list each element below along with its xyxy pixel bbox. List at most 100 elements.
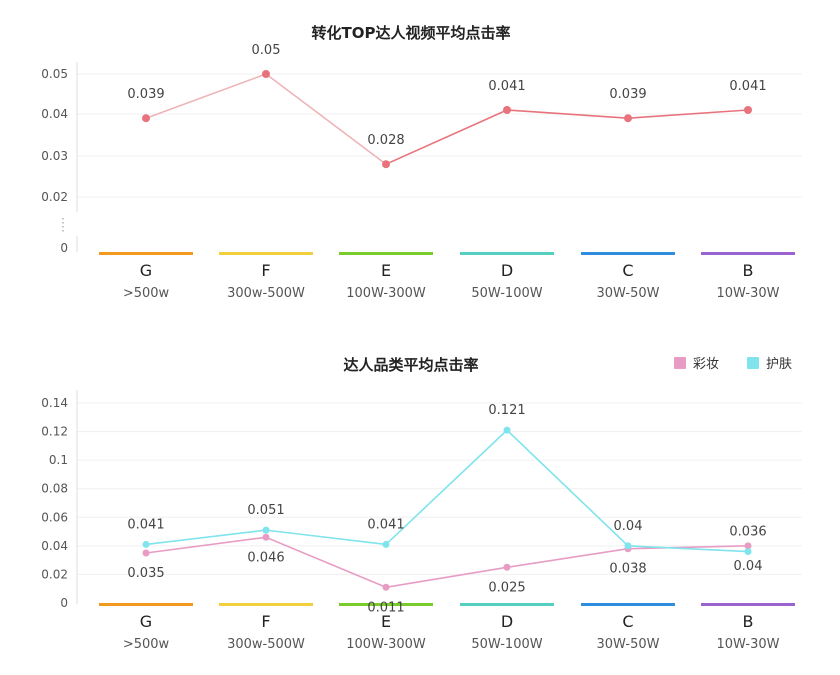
y-tick-label: 0.14 [41,396,68,410]
y-tick-label: 0 [60,596,68,610]
data-label: 0.041 [488,79,525,94]
series-makeup-point [262,533,270,541]
chart-title: 转化TOP达人视频平均点击率 [312,24,511,42]
data-label: 0.039 [127,87,164,102]
x-tick-label: B [743,612,754,631]
x-sublabel: 10W-30W [717,637,780,652]
series-skincare-point [624,542,632,550]
x-tick-label: B [743,261,754,280]
x-sublabel: 10W-30W [717,286,780,301]
x-tick-label: F [261,612,270,631]
x-sublabel: 100W-300W [346,637,426,652]
data-label-skincare: 0.041 [127,517,164,532]
series-line-segment [265,73,387,165]
y-tick-label: 0.04 [41,107,68,121]
data-label-skincare: 0.041 [367,517,404,532]
data-point [624,114,632,123]
x-tick-label: G [140,261,152,280]
x-sublabel: 50W-100W [471,286,542,301]
y-tick-label: 0 [60,241,68,255]
series-makeup-point [382,583,390,591]
series-makeup-point [503,563,511,571]
data-label-skincare: 0.04 [614,519,643,534]
legend-label: 彩妆 [693,357,719,372]
category-bar [460,252,554,255]
series-skincare-point [382,540,390,548]
data-label-makeup: 0.011 [367,600,404,615]
x-tick-label: C [622,612,633,631]
data-point [382,160,390,169]
x-sublabel: 300w-500W [227,286,305,301]
data-point [142,114,150,123]
data-label-makeup: 0.025 [488,580,525,595]
category-bar [460,603,554,606]
category-bar [219,252,313,255]
x-sublabel: >500w [123,286,170,301]
data-label-skincare: 0.051 [247,503,284,518]
series-skincare-point [503,426,511,434]
category-bar [701,252,795,255]
y-tick-label: 0.02 [41,190,68,204]
data-label-skincare: 0.036 [729,525,766,540]
x-tick-label: D [501,261,513,280]
series-skincare-point [744,548,752,556]
legend: 彩妆 护肤 [674,357,792,372]
category-bar [339,603,433,606]
y-tick-label: 0.1 [49,453,68,467]
category-bar [99,603,193,606]
data-point [744,106,752,114]
category-bar [99,252,193,255]
data-label: 0.028 [367,133,404,148]
data-point [262,70,270,78]
x-tick-label: E [381,612,391,631]
x-sublabel: 30W-50W [597,286,660,301]
x-tick-label: D [501,612,513,631]
series-makeup-line [145,536,749,589]
series-line-segment [506,109,629,119]
x-tick-label: E [381,261,391,280]
series-skincare-point [262,526,270,534]
x-sublabel: 300w-500W [227,637,305,652]
data-label-skincare: 0.121 [488,403,525,418]
chart-category-ctr: 达人品类平均点击率 彩妆 护肤 0 0.02 0.04 0.06 0.08 0.1 0.12 0… [41,356,802,652]
category-bar [219,603,313,606]
series-makeup-point [744,542,752,550]
legend-swatch [674,357,686,369]
y-tick-label: 0.04 [41,539,68,553]
legend-swatch [747,357,759,369]
data-label-makeup: 0.035 [127,566,164,581]
chart-top-creators-ctr: 转化TOP达人视频平均点击率 0 0.02 0.03 0.04 0.05 G >500w F 3… [41,24,802,301]
category-bar [581,252,675,255]
x-sublabel: 100W-300W [346,286,426,301]
data-label-makeup: 0.038 [609,562,646,577]
data-label: 0.039 [609,87,646,102]
x-sublabel: >500w [123,637,170,652]
y-tick-label: 0.05 [41,67,68,81]
data-label-makeup: 0.04 [734,559,763,574]
y-tick-label: 0.06 [41,510,68,524]
x-tick-label: F [261,261,270,280]
series-skincare-line [145,429,749,553]
category-bar [701,603,795,606]
series-makeup-point [142,549,150,557]
x-tick-label: G [140,612,152,631]
category-bar [339,252,433,255]
legend-label: 护肤 [766,357,792,372]
data-label: 0.041 [729,79,766,94]
data-point [503,106,511,114]
series-line-segment [385,109,508,165]
y-tick-label: 0.08 [41,482,68,496]
x-tick-label: C [622,261,633,280]
category-bar [581,603,675,606]
y-tick-label: 0.02 [41,567,68,581]
series-skincare-point [142,540,150,548]
chart-title: 达人品类平均点击率 [343,356,478,374]
data-label: 0.05 [252,43,281,58]
y-tick-label: 0.03 [41,149,68,163]
data-label-makeup: 0.046 [247,550,284,565]
x-sublabel: 50W-100W [471,637,542,652]
series-line-segment [145,73,267,119]
x-sublabel: 30W-50W [597,637,660,652]
y-tick-label: 0.12 [41,425,68,439]
